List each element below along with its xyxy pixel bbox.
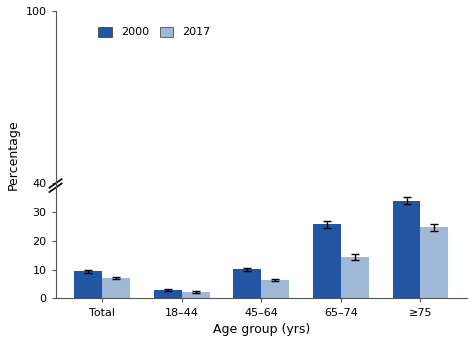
Bar: [102, 279, 130, 298]
X-axis label: Age group (yrs): Age group (yrs): [213, 323, 310, 336]
Legend: 2000, 2017: 2000, 2017: [94, 22, 215, 42]
Bar: [233, 269, 261, 298]
Bar: [74, 271, 102, 298]
Bar: [392, 201, 420, 298]
Bar: [261, 280, 289, 298]
Bar: [182, 292, 210, 298]
Bar: [341, 257, 369, 298]
Bar: [313, 224, 341, 298]
Bar: [154, 290, 182, 298]
Bar: [420, 227, 448, 298]
Y-axis label: Percentage: Percentage: [7, 119, 20, 190]
